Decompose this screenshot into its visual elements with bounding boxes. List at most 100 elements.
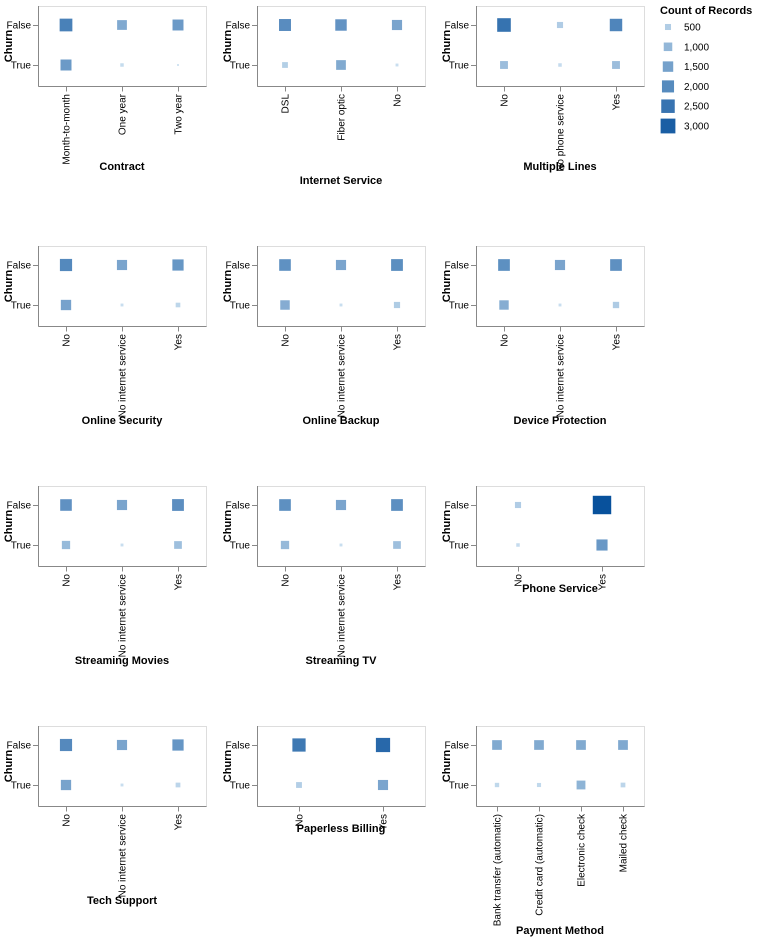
panel-payment-method-square-mailed-check-false [618, 740, 628, 750]
panel-payment-method-x-axis-title: Payment Method [516, 925, 604, 937]
panel-online-security-y-tick-label-true: True [11, 301, 32, 312]
panel-internet-service-y-axis-title: Churn [222, 30, 234, 63]
legend-swatch-3000 [660, 118, 676, 134]
panel-online-security-square-no-true [60, 299, 72, 311]
panel-online-backup-square-yes-false [391, 259, 403, 271]
panel-paperless-billing-x-tick-label-no: No [295, 814, 306, 827]
panel-multiple-lines-square-no-true [500, 61, 508, 69]
panel-tech-support-square-no-true [60, 779, 72, 791]
panel-phone-service-y-tick-label-false: False [445, 501, 470, 512]
legend-label-500: 500 [684, 23, 701, 34]
panel-internet-service-x-tick-label-fiber-optic: Fiber optic [337, 94, 348, 141]
panel-streaming-movies-square-no-true [61, 540, 71, 550]
panel-device-protection-square-no-false [498, 259, 510, 271]
panel-online-backup-square-no-internet-service-false [335, 259, 347, 271]
panel-phone-service-x-axis-title: Phone Service [522, 583, 598, 595]
panel-payment-method-x-tick-label-electronic-check: Electronic check [577, 813, 588, 887]
panel-internet-service-square-dsl-true [282, 62, 288, 68]
panel-paperless-billing-x-axis-title: Paperless Billing [297, 823, 386, 835]
panel-streaming-movies-y-tick-label-false: False [7, 501, 32, 512]
panel-online-backup-square-no-internet-service-true [339, 303, 343, 307]
panel-online-backup-x-tick-label-no-internet-service: No internet service [337, 334, 348, 418]
panel-paperless-billing-x-tick-label-yes: Yes [379, 814, 390, 830]
panel-streaming-movies-y-axis-title: Churn [3, 510, 15, 543]
size-color-legend: Count of Records 500 1,000 1,500 2,000 2,500 3… [660, 5, 752, 134]
panel-internet-service-square-fiber-optic-false [335, 19, 347, 31]
panel-streaming-tv-x-tick-label-yes: Yes [393, 574, 404, 590]
panel-internet-service-square-no-true [395, 63, 399, 67]
panel-tech-support-x-axis-title: Tech Support [87, 895, 157, 907]
panel-streaming-movies-square-yes-true [174, 541, 182, 549]
panel-payment-method-square-mailed-check-true [620, 782, 626, 788]
panel-online-security-square-no-internet-service-false [116, 259, 128, 271]
panel-device-protection-square-yes-false [610, 259, 622, 271]
panel-paperless-billing-frame [257, 726, 426, 807]
panel-online-security-y-axis-title: Churn [3, 270, 15, 303]
panel-tech-support-y-axis-title: Churn [3, 750, 15, 783]
panel-online-security-square-yes-false [172, 259, 184, 271]
panel-online-security-y-tick-label-false: False [7, 261, 32, 272]
panel-payment-method-x-tick-label-bank-transfer-automatic: Bank transfer (automatic) [493, 814, 504, 926]
panel-paperless-billing-square-no-false [292, 738, 306, 752]
panel-streaming-tv-frame [257, 486, 426, 567]
panel-multiple-lines-square-yes-false [609, 18, 623, 32]
panel-streaming-movies-square-no-internet-service-false [116, 499, 128, 511]
panel-tech-support-frame [38, 726, 207, 807]
panel-device-protection-x-axis-title: Device Protection [514, 415, 607, 427]
panel-online-backup-frame [257, 246, 426, 327]
panel-online-backup-y-tick-label-false: False [226, 261, 251, 272]
panel-internet-service-y-tick-label-false: False [226, 21, 251, 32]
legend-label-1000: 1,000 [684, 42, 709, 53]
panel-phone-service-frame [476, 486, 645, 567]
panel-phone-service-x-tick-label-no: No [514, 574, 525, 587]
panel-tech-support-square-no-internet-service-false [116, 739, 128, 751]
legend-swatch-1500 [662, 61, 674, 72]
panel-online-security-x-tick-label-yes: Yes [174, 334, 185, 350]
panel-paperless-billing-y-axis-title: Churn [222, 750, 234, 783]
panel-online-backup-x-tick-label-no: No [281, 334, 292, 347]
panel-paperless-billing-y-tick-label-false: False [226, 741, 251, 752]
panel-streaming-movies-x-tick-label-no: No [62, 574, 73, 587]
panel-payment-method-y-axis-title: Churn [441, 750, 453, 783]
legend-label-2000: 2,000 [684, 82, 709, 93]
legend-swatch-2000 [661, 80, 675, 93]
panel-multiple-lines-x-axis-title: Multiple Lines [523, 161, 596, 173]
panel-contract-y-tick-label-true: True [11, 61, 32, 72]
panel-multiple-lines-x-tick-label-yes: Yes [612, 94, 623, 110]
panel-multiple-lines-x-tick-label-no: No [500, 94, 511, 107]
panel-contract-y-axis-title: Churn [3, 30, 15, 63]
panel-streaming-movies-x-tick-label-no-internet-service: No internet service [118, 574, 129, 658]
panel-internet-service-square-fiber-optic-true [336, 60, 346, 70]
panel-internet-service-y-tick-label-true: True [230, 61, 251, 72]
panel-device-protection-y-tick-label-false: False [445, 261, 470, 272]
panel-contract-square-one-year-true [120, 63, 124, 67]
panel-phone-service-square-yes-false [592, 495, 612, 515]
panel-streaming-tv-square-no-false [279, 499, 291, 511]
panel-device-protection-square-no-internet-service-false [554, 259, 566, 271]
legend-title: Count of Records [660, 5, 752, 17]
panel-device-protection-x-tick-label-no-internet-service: No internet service [556, 334, 567, 418]
panel-multiple-lines-x-tick-label-no-phone-service: No phone service [556, 94, 567, 172]
panel-payment-method-square-credit-card-automatic-true [536, 782, 542, 788]
panel-streaming-tv-x-tick-label-no-internet-service: No internet service [337, 574, 348, 658]
panel-device-protection-square-no-internet-service-true [558, 303, 562, 307]
panel-online-backup-square-yes-true [393, 301, 401, 309]
panel-payment-method-x-tick-label-credit-card-automatic: Credit card (automatic) [535, 814, 546, 916]
panel-device-protection-frame [476, 246, 645, 327]
panel-online-security-x-tick-label-no: No [62, 334, 73, 347]
panel-tech-support-square-yes-true [175, 782, 181, 788]
panel-payment-method-x-tick-label-mailed-check: Mailed check [619, 813, 630, 872]
panel-streaming-movies-square-yes-false [172, 499, 184, 511]
panel-streaming-tv-square-no-true [280, 540, 290, 550]
panel-online-backup-y-axis-title: Churn [222, 270, 234, 303]
panel-multiple-lines-square-yes-true [612, 61, 620, 69]
panel-phone-service-y-axis-title: Churn [441, 510, 453, 543]
panel-paperless-billing-y-tick-label-true: True [230, 781, 251, 792]
panel-tech-support-x-tick-label-yes: Yes [174, 814, 185, 830]
